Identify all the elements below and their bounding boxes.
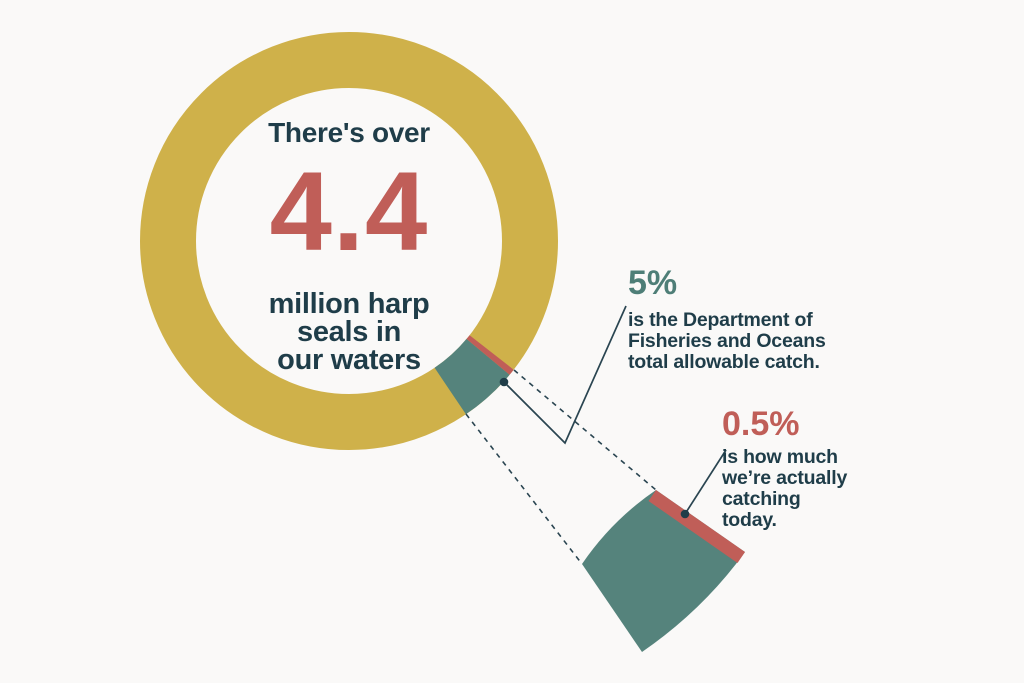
allowable-line-2: Fisheries and Oceans xyxy=(628,330,826,352)
actual-line-2: we’re actually xyxy=(722,467,848,489)
actual-catch-value: 0.5% xyxy=(722,405,800,443)
magnified-wedge-allowable xyxy=(582,490,745,652)
callout-allowable-catch: 5% is the Department of Fisheries and Oc… xyxy=(628,266,878,373)
center-caption: million harp seals in our waters xyxy=(219,288,479,376)
allowable-catch-description: is the Department of Fisheries and Ocean… xyxy=(628,310,878,373)
donut-center-text: There's over 4.4 million harp seals in o… xyxy=(219,117,479,376)
magnified-wedge-actual-stripe xyxy=(648,490,745,563)
caption-line-2: seals in xyxy=(297,316,401,348)
actual-line-4: today. xyxy=(722,509,777,531)
actual-catch-description: is how much we’re actually catching toda… xyxy=(722,447,892,531)
donut-ring xyxy=(140,32,558,450)
caption-line-1: million harp xyxy=(268,288,430,320)
actual-line-3: catching xyxy=(722,488,801,510)
zoom-projection-line-lower xyxy=(465,413,583,565)
callout-actual-catch: 0.5% is how much we’re actually catching… xyxy=(722,407,892,531)
allowable-catch-segment xyxy=(434,338,510,415)
allowable-line-1: is the Department of xyxy=(628,309,813,331)
leader-line-allowable xyxy=(503,305,627,445)
leader-dot-actual xyxy=(680,509,690,519)
actual-catch-segment xyxy=(466,335,514,375)
actual-line-1: is how much xyxy=(722,446,838,468)
allowable-line-3: total allowable catch. xyxy=(628,351,820,373)
population-big-number: 4.4 xyxy=(269,149,429,274)
allowable-catch-value: 5% xyxy=(628,264,678,302)
leader-line-actual xyxy=(684,449,727,515)
caption-line-3: our waters xyxy=(277,344,421,376)
center-intro-text: There's over xyxy=(268,117,430,148)
zoom-projection-line-upper xyxy=(513,369,657,491)
leader-dot-allowable xyxy=(499,377,509,387)
